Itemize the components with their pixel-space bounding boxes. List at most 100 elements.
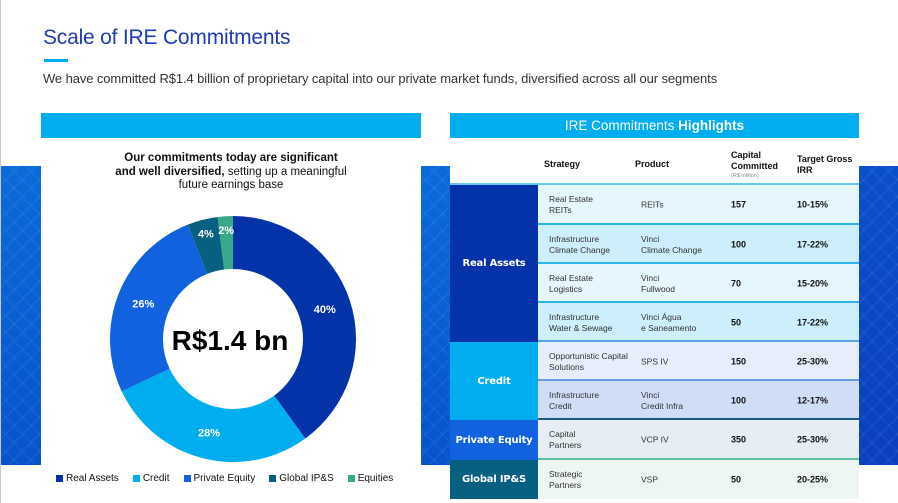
legend-item-global-ip-s: Global IP&S xyxy=(269,473,334,484)
strategy-line-2: Partners xyxy=(549,440,582,450)
page-title: Scale of IRE Commitments xyxy=(43,26,291,49)
row-divider xyxy=(538,223,859,225)
segment-global-ips: Global IP&S xyxy=(450,460,538,499)
cell-strategy: Infrastructure Credit xyxy=(549,390,599,412)
strategy-line-2: Credit xyxy=(549,400,572,411)
cell-product: REITs xyxy=(641,200,664,211)
cell-capital: 100 xyxy=(731,395,747,405)
cell-strategy: Capital Partners xyxy=(549,429,581,451)
cell-irr: 20-25% xyxy=(797,474,829,484)
donut-slice-global-ip-s xyxy=(187,216,225,274)
table-row: Strategic Partners VSP 50 20-25% xyxy=(538,460,859,499)
strategy-line-1: Real Estate xyxy=(549,272,593,283)
background-pattern-middle xyxy=(421,166,450,465)
column-header-strategy: Strategy xyxy=(544,159,581,169)
legend-swatch xyxy=(132,475,140,482)
cell-product: Vinci Credit Infra xyxy=(641,390,683,412)
column-header-capital-line-2: Committed xyxy=(731,161,778,171)
donut-slice-credit xyxy=(121,368,306,463)
row-divider xyxy=(538,262,859,264)
cell-capital: 70 xyxy=(731,278,742,288)
strategy-line-2: Logistics xyxy=(549,283,583,294)
chart-heading-line-1: Our commitments today are significant xyxy=(124,152,338,164)
legend-item-equities: Equities xyxy=(347,473,394,484)
background-pattern-left xyxy=(1,166,41,465)
product-line-2: Credit Infra xyxy=(641,400,684,411)
table-row: Capital Partners VCP IV 350 25-30% xyxy=(538,420,859,460)
cell-product: Vinci Climate Change xyxy=(641,234,702,256)
column-header-irr: Target Gross IRR xyxy=(797,154,852,176)
product-line-1: Vinci xyxy=(641,233,660,244)
cell-irr: 25-30% xyxy=(797,434,829,445)
table-row: Real Estate Logistics Vinci Fullwood 70 15… xyxy=(538,264,859,303)
cell-strategy: Real Estate Logistics xyxy=(549,273,593,295)
strategy-line-2: Solutions xyxy=(549,361,584,372)
cell-irr: 10-15% xyxy=(797,199,829,210)
product-line-1: REITs xyxy=(641,199,664,210)
column-header-capital-unit: (R$ million) xyxy=(731,173,759,179)
product-line-1: SPS IV xyxy=(641,356,669,366)
cell-strategy: Real Estate REITs xyxy=(549,194,593,216)
cell-capital: 50 xyxy=(731,317,742,327)
chart-heading-line-3: future earnings base xyxy=(178,179,284,191)
cell-strategy: Infrastructure Water & Sewage xyxy=(549,312,612,334)
product-line-1: VSP xyxy=(641,474,659,484)
donut-label-credit: 28% xyxy=(198,427,220,439)
cell-capital: 350 xyxy=(731,434,747,445)
legend-swatch xyxy=(347,475,355,482)
column-header-irr-line-1: Target Gross xyxy=(797,154,853,164)
product-line-2: Climate Change xyxy=(641,244,702,255)
donut-label-real-assets: 40% xyxy=(314,304,336,316)
donut-slice-private-equity xyxy=(109,224,208,392)
highlights-title-bold: Highlights xyxy=(678,118,745,133)
product-line-1: VCP IV xyxy=(641,434,669,445)
strategy-line-1: Real Estate xyxy=(549,194,593,204)
segment-real-assets: Real Assets xyxy=(450,185,538,342)
chart-heading-line-2-bold: and well diversified, xyxy=(115,165,225,178)
cell-capital: 100 xyxy=(731,239,747,249)
donut-slice-equities xyxy=(217,216,233,270)
table-row: Opportunistic Capital Solutions SPS IV 15… xyxy=(538,342,859,381)
product-line-1: Vinci Água xyxy=(641,311,682,322)
chart-heading: Our commitments today are significant an… xyxy=(41,152,421,193)
column-header-irr-line-2: IRR xyxy=(797,165,813,175)
legend-item-private-equity: Private Equity xyxy=(183,473,256,484)
legend-swatch xyxy=(183,475,191,482)
product-line-1: Vinci xyxy=(641,389,660,400)
cell-strategy: Infrastructure Climate Change xyxy=(549,234,610,256)
legend-label: Private Equity xyxy=(193,473,256,484)
strategy-line-1: Infrastructure xyxy=(549,233,600,244)
cell-product: VCP IV xyxy=(641,435,669,446)
cell-capital: 150 xyxy=(731,356,747,366)
cell-irr: 17-22% xyxy=(797,317,829,327)
legend-label: Equities xyxy=(357,473,394,484)
slide-edge xyxy=(0,0,1,503)
cell-capital: 157 xyxy=(731,199,747,210)
cell-strategy: Strategic Partners xyxy=(549,469,583,491)
product-line-1: Vinci xyxy=(641,272,660,283)
product-line-2: e Saneamento xyxy=(641,322,697,333)
donut-chart: 40% 28% 26% 4% 2% R$1.4 bn xyxy=(109,216,356,463)
row-divider xyxy=(538,458,859,460)
chart-heading-line-2-rest: setting up a meaningful xyxy=(224,165,347,178)
highlights-title-regular: IRE Commitments xyxy=(564,118,679,133)
legend-label: Global IP&S xyxy=(279,473,334,484)
strategy-line-2: Partners xyxy=(549,479,582,490)
legend-item-credit: Credit xyxy=(132,473,170,484)
cell-product: VSP xyxy=(641,474,658,485)
segment-credit: Credit xyxy=(450,342,538,420)
strategy-line-1: Infrastructure xyxy=(549,389,600,400)
cell-product: Vinci Fullwood xyxy=(641,273,675,295)
strategy-line-1: Capital xyxy=(549,429,576,439)
donut-label-global-ip-s: 4% xyxy=(198,228,214,240)
table-row: Infrastructure Water & Sewage Vinci Água e… xyxy=(538,303,859,342)
chart-legend: Real Assets Credit Private Equity Global IP… xyxy=(56,473,407,484)
strategy-line-2: REITs xyxy=(549,205,572,215)
cell-capital: 50 xyxy=(731,474,742,484)
cell-irr: 17-22% xyxy=(797,239,829,249)
strategy-line-1: Strategic xyxy=(549,468,583,479)
cell-irr: 15-20% xyxy=(797,278,829,288)
table-row: Real Estate REITs REITs 157 10-15% xyxy=(538,185,859,225)
strategy-line-2: Water & Sewage xyxy=(549,322,613,333)
donut-center-label: R$1.4 bn xyxy=(172,325,289,356)
